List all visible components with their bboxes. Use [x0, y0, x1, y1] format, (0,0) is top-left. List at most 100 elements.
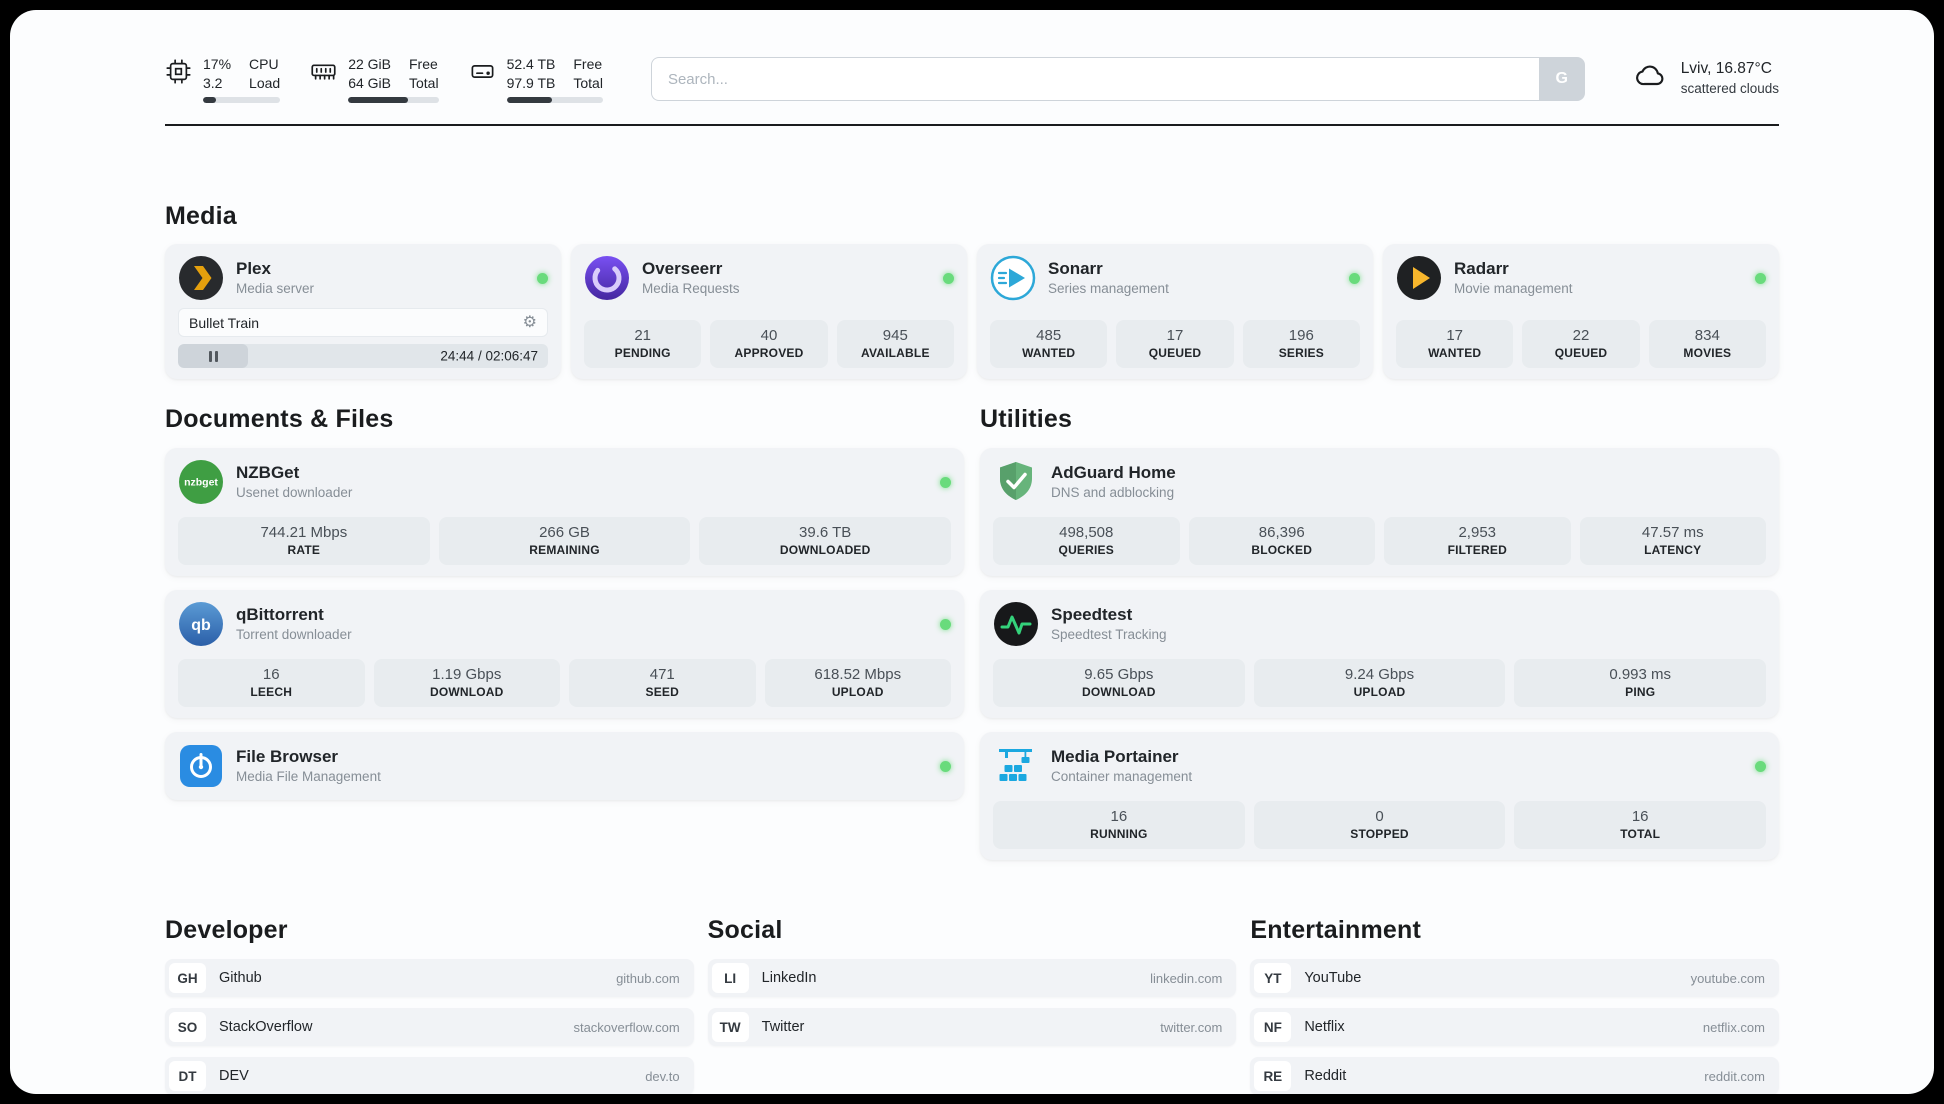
status-dot: [943, 272, 954, 284]
disk-progress-fill: [506, 96, 552, 103]
sonarr-icon: [990, 255, 1036, 301]
free-label: Free: [573, 56, 603, 73]
stat-seed: 471 SEED: [569, 659, 756, 707]
ram-monitor: 22 GiB 64 GiB Free Total: [310, 55, 439, 103]
stat-upload: 618.52 Mbps UPLOAD: [764, 659, 951, 707]
stat-blocked: 86,396 BLOCKED: [1188, 517, 1375, 565]
app-card-nzbget[interactable]: nzbget NZBGet Usenet downloader 744.21 M…: [165, 448, 964, 576]
bookmark-name: Netflix: [1304, 1019, 1345, 1035]
stat-wanted: 485 WANTED: [990, 320, 1108, 368]
app-desc: Media server: [236, 281, 315, 297]
ram-progress-fill: [348, 96, 408, 103]
now-playing-bar[interactable]: Bullet Train ⚙: [178, 308, 548, 337]
app-card-overseerr[interactable]: Overseerr Media Requests 21 PENDING 40 A…: [571, 244, 967, 379]
app-desc: DNS and adblocking: [1051, 485, 1175, 501]
status-dot: [940, 760, 951, 772]
section-title-utilities: Utilities: [980, 405, 1073, 433]
bookmark-abbr: YT: [1254, 963, 1292, 993]
stat-ping: 0.993 ms PING: [1514, 659, 1767, 707]
gear-icon[interactable]: ⚙: [522, 313, 537, 331]
app-card-portainer[interactable]: Media Portainer Container management 16 …: [980, 732, 1779, 860]
weather-condition: scattered clouds: [1680, 81, 1779, 97]
section-social: Social LI LinkedIn linkedin.com TW Twitt…: [707, 916, 1237, 1046]
disk-labels: Free Total: [573, 55, 603, 92]
app-card-speedtest[interactable]: Speedtest Speedtest Tracking 9.65 Gbps D…: [980, 590, 1779, 718]
stat-running: 16 RUNNING: [993, 801, 1245, 849]
bookmark-netflix[interactable]: NF Netflix netflix.com: [1250, 1008, 1779, 1046]
bookmark-linkedin[interactable]: LI LinkedIn linkedin.com: [707, 959, 1237, 997]
dashboard-page: 17% 3.2 CPU Load: [10, 10, 1934, 1094]
track-title: Bullet Train: [189, 314, 260, 331]
app-card-adguard[interactable]: AdGuard Home DNS and adblocking 498,508 …: [980, 448, 1779, 576]
total-label: Total: [409, 74, 439, 91]
plex-player-widget: Bullet Train ⚙ 24:44 / 02:06:47: [178, 308, 548, 368]
bookmark-abbr: TW: [711, 1012, 749, 1042]
app-name: AdGuard Home: [1051, 462, 1176, 482]
cloud-icon: [1633, 60, 1669, 97]
app-name: Speedtest: [1051, 604, 1133, 624]
disk-values: 52.4 TB 97.9 TB: [507, 55, 556, 92]
overseerr-icon: [584, 255, 630, 301]
stat-leech: 16 LEECH: [178, 659, 365, 707]
svg-text:qb: qb: [191, 617, 211, 634]
stat-remaining: 266 GB REMAINING: [438, 517, 691, 565]
section-media: Media Plex Media server: [165, 202, 1779, 379]
disk-icon: [469, 58, 496, 90]
bookmark-name: StackOverflow: [219, 1019, 313, 1035]
bookmark-dev[interactable]: DT DEV dev.to: [165, 1057, 694, 1094]
bookmark-url: twitter.com: [1160, 1019, 1223, 1035]
cpu-values: 17% 3.2: [203, 55, 231, 92]
total-label: Total: [573, 74, 603, 91]
disk-monitor: 52.4 TB 97.9 TB Free Total: [469, 55, 603, 103]
bookmark-name: Reddit: [1304, 1068, 1347, 1084]
bookmark-name: LinkedIn: [761, 970, 817, 986]
app-desc: Container management: [1051, 769, 1193, 785]
bookmark-abbr: NF: [1254, 1012, 1292, 1042]
bookmark-name: DEV: [219, 1068, 249, 1084]
app-card-qbittorrent[interactable]: qb qBittorrent Torrent downloader 16 LEE…: [165, 590, 964, 718]
search-input[interactable]: [650, 57, 1539, 101]
bookmark-url: netflix.com: [1702, 1019, 1765, 1035]
status-dot: [1755, 760, 1766, 772]
section-title-documents: Documents & Files: [165, 405, 394, 433]
bookmark-name: Github: [219, 970, 262, 986]
cpu-monitor: 17% 3.2 CPU Load: [165, 55, 281, 103]
weather-widget: Lviv, 16.87°C scattered clouds: [1633, 59, 1779, 98]
stat-rate: 744.21 Mbps RATE: [178, 517, 430, 565]
cpu-labels: CPU Load: [249, 55, 280, 92]
radarr-icon: [1396, 255, 1442, 301]
nzbget-icon: nzbget: [178, 459, 224, 505]
weather-location: Lviv, 16.87°C: [1680, 60, 1772, 78]
bookmark-url: linkedin.com: [1150, 970, 1223, 986]
section-entertainment: Entertainment YT YouTube youtube.com NF …: [1250, 916, 1779, 1094]
bookmark-reddit[interactable]: RE Reddit reddit.com: [1250, 1057, 1779, 1094]
bookmark-youtube[interactable]: YT YouTube youtube.com: [1250, 959, 1779, 997]
stat-download: 9.65 Gbps DOWNLOAD: [993, 659, 1245, 707]
stat-pending: 21 PENDING: [584, 320, 702, 368]
stat-queued: 17 QUEUED: [1116, 320, 1234, 368]
app-desc: Series management: [1048, 281, 1169, 297]
status-dot: [1349, 272, 1360, 284]
bookmark-twitter[interactable]: TW Twitter twitter.com: [707, 1008, 1237, 1046]
top-bar: 17% 3.2 CPU Load: [165, 50, 1779, 108]
search-engine-button[interactable]: G: [1538, 57, 1585, 101]
app-card-radarr[interactable]: Radarr Movie management 17 WANTED 22 QUE…: [1383, 244, 1779, 379]
section-utilities: Utilities AdGuard Home DNS and adblockin…: [980, 405, 1779, 860]
bookmark-github[interactable]: GH Github github.com: [165, 959, 694, 997]
app-desc: Media File Management: [236, 769, 381, 785]
seek-bar[interactable]: 24:44 / 02:06:47: [178, 344, 548, 368]
search-box: G: [650, 57, 1585, 101]
app-desc: Torrent downloader: [236, 627, 352, 643]
status-dot: [940, 476, 951, 488]
bookmark-stackoverflow[interactable]: SO StackOverflow stackoverflow.com: [165, 1008, 694, 1046]
app-card-sonarr[interactable]: Sonarr Series management 485 WANTED 17 Q…: [977, 244, 1373, 379]
stat-approved: 40 APPROVED: [710, 320, 828, 368]
app-name: Sonarr: [1048, 258, 1103, 278]
bookmark-abbr: RE: [1254, 1061, 1292, 1091]
app-card-filebrowser[interactable]: File Browser Media File Management: [165, 732, 964, 800]
plex-icon: [178, 255, 224, 301]
app-name: Radarr: [1454, 258, 1509, 278]
app-card-plex[interactable]: Plex Media server Bullet Train ⚙ 24:44: [165, 244, 561, 379]
free-label: Free: [409, 56, 438, 73]
section-developer: Developer GH Github github.com SO StackO…: [165, 916, 694, 1094]
